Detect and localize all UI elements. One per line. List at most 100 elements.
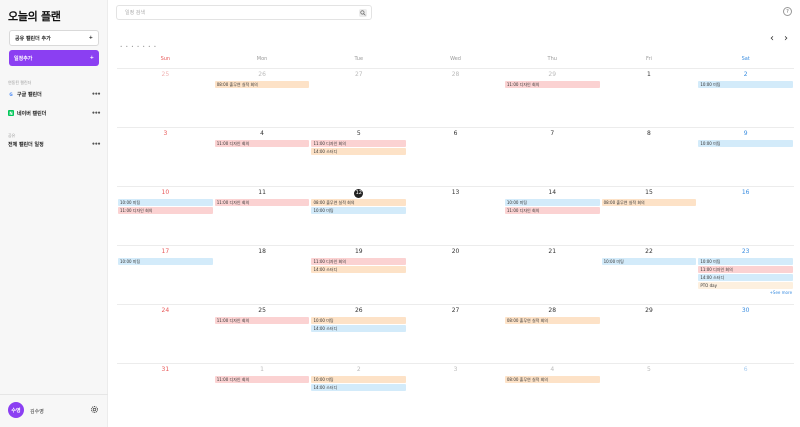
calendar-day-cell[interactable]: 3 [117, 128, 214, 186]
calendar-day-cell[interactable]: 27 [310, 69, 407, 127]
calendar-day-cell[interactable]: 14 10:00 미팅 11:00 디자인 회의 [504, 187, 601, 245]
sidebar-item-google-calendar[interactable]: G 구글 캘린더 ••• [8, 89, 101, 99]
naver-icon: N [8, 110, 14, 116]
calendar-day-cell[interactable]: 6 [407, 128, 504, 186]
avatar[interactable]: 수영 [8, 402, 24, 418]
today-indicator: 12 [354, 189, 364, 198]
calendar-day-cell[interactable]: 9 10:00 미팅 [697, 128, 794, 186]
sidebar-item-all-calendars[interactable]: 전체 캘린더 일정 ••• [8, 139, 101, 149]
calendar-event[interactable]: PTO day [698, 282, 794, 289]
calendar-event[interactable]: 10:00 미팅 [311, 317, 407, 324]
calendar-event[interactable]: 14:00 스터디 [698, 274, 794, 281]
search-icon[interactable] [359, 9, 367, 17]
gear-icon[interactable] [90, 405, 99, 414]
sidebar-item-naver-calendar[interactable]: N 네이버 캘린더 ••• [8, 108, 101, 118]
calendar-event[interactable]: 14:00 스터디 [311, 148, 407, 155]
calendar-event[interactable]: 08:00 출무연 실적 회의 [504, 317, 600, 324]
calendar-event[interactable]: 10:00 미팅 [698, 140, 794, 147]
calendar-day-cell[interactable]: 21 [504, 246, 601, 304]
calendar-event[interactable]: 10:00 미팅 [698, 258, 794, 265]
calendar-day-cell[interactable]: 25 [117, 69, 214, 127]
calendar-event[interactable]: 08:00 출무연 실적 회의 [311, 199, 407, 206]
calendar-day-cell[interactable]: 4 08:00 출무연 실적 회의 [504, 364, 601, 422]
calendar-day-cell[interactable]: 26 08:00 출무연 실적 회의 [214, 69, 311, 127]
add-shared-calendar-button[interactable]: 공유 캘린더 추가 + [9, 30, 99, 46]
search-input[interactable] [125, 9, 345, 17]
calendar-day-cell[interactable]: 6 [697, 364, 794, 422]
calendar-day-cell[interactable]: 28 [407, 69, 504, 127]
calendar-event[interactable]: 10:00 미팅 [601, 258, 697, 265]
calendar-day-cell[interactable]: 25 11:00 디자인 회의 [214, 305, 311, 363]
day-number: 5 [647, 366, 651, 373]
calendar-event[interactable]: 11:00 디자인 회의 [504, 81, 600, 88]
calendar-event[interactable]: 11:00 디자인 회의 [214, 199, 310, 206]
calendar-event[interactable]: 10:00 미팅 [311, 207, 407, 214]
calendar-event[interactable]: 11:00 디자인 회의 [214, 140, 310, 147]
calendar-day-cell[interactable]: 29 [601, 305, 698, 363]
calendar-day-cell[interactable]: 5 11:00 디자인 회의 14:00 스터디 [310, 128, 407, 186]
calendar-day-cell[interactable]: 17 10:00 미팅 [117, 246, 214, 304]
calendar-event[interactable]: 14:00 스터디 [311, 325, 407, 332]
chevron-right-icon[interactable]: › [784, 32, 788, 44]
calendar-day-cell[interactable]: 3 [407, 364, 504, 422]
calendar-day-cell[interactable]: 31 [117, 364, 214, 422]
calendar-event[interactable]: 11:00 디자인 회의 [311, 140, 407, 147]
calendar-day-cell[interactable]: 10 10:00 미팅 11:00 디자인 회의 [117, 187, 214, 245]
calendar-day-cell[interactable]: 8 [601, 128, 698, 186]
calendar-event[interactable]: 11:00 디자인 회의 [214, 376, 310, 383]
more-options-icon[interactable]: ••• [91, 90, 100, 98]
calendar-day-cell[interactable]: 19 11:00 디자인 회의 14:00 스터디 [310, 246, 407, 304]
day-number: 11 [258, 189, 266, 196]
more-options-icon[interactable]: ••• [91, 109, 100, 117]
calendar-day-cell[interactable]: 2 10:00 미팅 [697, 69, 794, 127]
calendar-event[interactable]: 11:00 디자인 회의 [698, 266, 794, 273]
calendar-event[interactable]: 10:00 미팅 [698, 81, 794, 88]
calendar-day-cell[interactable]: 27 [407, 305, 504, 363]
chevron-left-icon[interactable]: ‹ [770, 32, 774, 44]
calendar-event[interactable]: 14:00 스터디 [311, 266, 407, 273]
calendar-event[interactable]: 08:00 출무연 실적 회의 [504, 376, 600, 383]
calendar-event[interactable]: 08:00 출무연 실적 회의 [601, 199, 697, 206]
topbar: ? [108, 0, 800, 26]
calendar-event[interactable]: 10:00 미팅 [311, 376, 407, 383]
day-number: 20 [451, 248, 460, 255]
calendar-day-cell[interactable]: 30 [697, 305, 794, 363]
sidebar-item-label: 구글 캘린더 [17, 91, 42, 98]
calendar-day-cell[interactable]: 11 11:00 디자인 회의 [214, 187, 311, 245]
calendar-event[interactable]: 10:00 미팅 [504, 199, 600, 206]
calendar-event[interactable]: 14:00 스터디 [311, 384, 407, 391]
calendar-day-cell[interactable]: 20 [407, 246, 504, 304]
search-bar[interactable] [116, 5, 372, 20]
calendar-day-cell[interactable]: 15 08:00 출무연 실적 회의 [601, 187, 698, 245]
day-number: 5 [356, 130, 361, 137]
calendar-day-cell[interactable]: 1 [601, 69, 698, 127]
calendar-day-cell[interactable]: 22 10:00 미팅 [601, 246, 698, 304]
add-event-button[interactable]: 일정추가 + [9, 50, 99, 66]
calendar-event[interactable]: 11:00 디자인 회의 [504, 207, 600, 214]
calendar-day-cell[interactable]: 4 11:00 디자인 회의 [214, 128, 311, 186]
day-number: 3 [453, 366, 458, 373]
calendar-day-cell[interactable]: 28 08:00 출무연 실적 회의 [504, 305, 601, 363]
day-number: 6 [743, 366, 748, 373]
more-options-icon[interactable]: ••• [91, 140, 100, 148]
help-icon[interactable]: ? [783, 7, 792, 16]
calendar-event[interactable]: 10:00 미팅 [118, 199, 213, 206]
calendar-event[interactable]: 10:00 미팅 [118, 258, 213, 265]
calendar-day-cell[interactable]: 13 [407, 187, 504, 245]
calendar-day-cell[interactable]: 2 10:00 미팅 14:00 스터디 [310, 364, 407, 422]
calendar-day-cell[interactable]: 29 11:00 디자인 회의 [504, 69, 601, 127]
calendar-day-cell[interactable]: 26 10:00 미팅 14:00 스터디 [310, 305, 407, 363]
calendar-day-cell[interactable]: 12 08:00 출무연 실적 회의 10:00 미팅 [310, 187, 407, 245]
calendar-event[interactable]: 11:00 디자인 회의 [118, 207, 213, 214]
calendar-day-cell[interactable]: 5 [601, 364, 698, 422]
calendar-day-cell[interactable]: 7 [504, 128, 601, 186]
calendar-day-cell[interactable]: 16 [697, 187, 794, 245]
calendar-event[interactable]: 08:00 출무연 실적 회의 [214, 81, 310, 88]
calendar-day-cell[interactable]: 1 11:00 디자인 회의 [214, 364, 311, 422]
calendar-day-cell[interactable]: 23 10:00 미팅 11:00 디자인 회의 14:00 스터디 PTO day +S… [697, 246, 794, 304]
see-more-link[interactable]: +See more [769, 290, 793, 295]
calendar-event[interactable]: 11:00 디자인 회의 [311, 258, 407, 265]
calendar-day-cell[interactable]: 18 [214, 246, 311, 304]
calendar-day-cell[interactable]: 24 [117, 305, 214, 363]
calendar-event[interactable]: 11:00 디자인 회의 [214, 317, 310, 324]
